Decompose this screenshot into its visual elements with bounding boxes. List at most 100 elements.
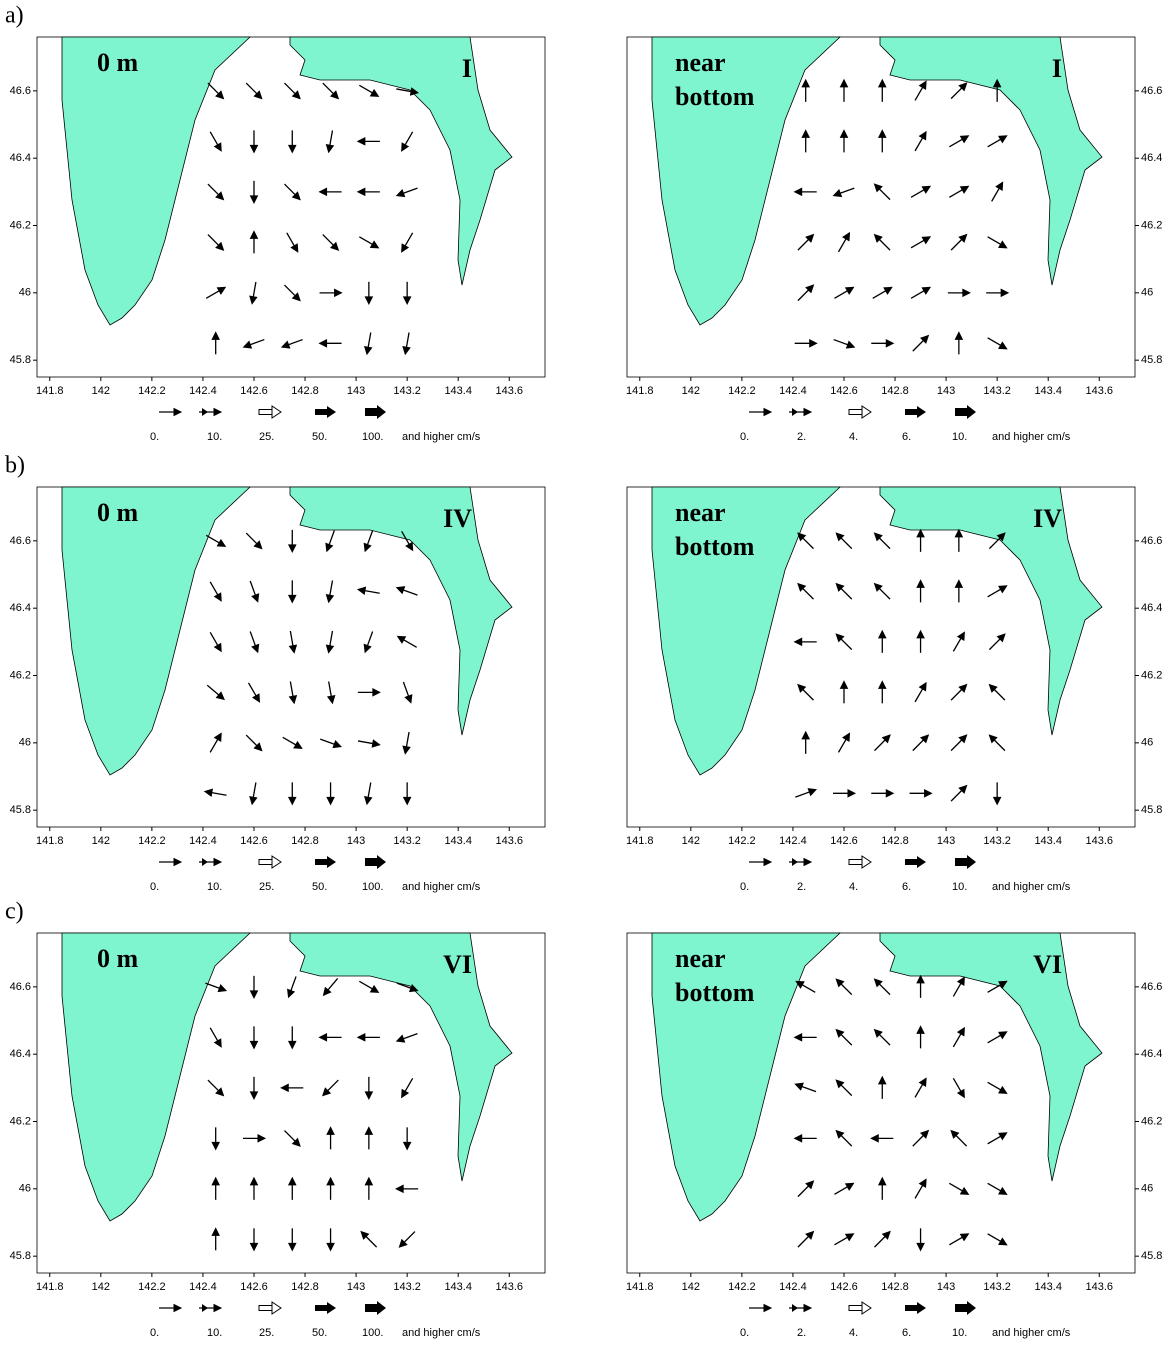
y-tick-label: 46.2 <box>1141 219 1162 231</box>
period-label: IV <box>1033 504 1062 533</box>
x-tick-label: 143.6 <box>495 385 523 397</box>
depth-label: bottom <box>675 978 755 1007</box>
legend-label: 50. <box>312 1327 327 1339</box>
panel-label: b) <box>5 453 25 479</box>
y-tick-label: 46.4 <box>10 602 31 614</box>
legend <box>749 1301 976 1315</box>
legend-label: 50. <box>312 881 327 893</box>
x-tick-label: 142.4 <box>189 835 217 847</box>
x-tick-label: 142 <box>682 835 700 847</box>
legend <box>159 405 386 419</box>
x-tick-label: 142 <box>682 1281 700 1293</box>
legend-label: 25. <box>259 431 274 443</box>
x-tick-label: 142.6 <box>830 835 858 847</box>
x-tick-label: 143.2 <box>393 385 421 397</box>
depth-label: 0 m <box>97 944 139 973</box>
legend-label: 100. <box>362 431 383 443</box>
y-tick-label: 46.6 <box>1141 535 1162 547</box>
depth-label: 0 m <box>97 48 139 77</box>
legend-label: 100. <box>362 881 383 893</box>
legend <box>159 1301 386 1315</box>
depth-label: bottom <box>675 82 755 111</box>
y-tick-label: 46 <box>1141 287 1153 299</box>
x-tick-label: 142.4 <box>779 385 807 397</box>
x-tick-label: 142.2 <box>138 835 166 847</box>
legend-label: 4. <box>849 881 858 893</box>
x-tick-label: 143.2 <box>983 385 1011 397</box>
x-tick-label: 143 <box>347 385 365 397</box>
period-label: I <box>462 54 472 83</box>
x-tick-label: 142.8 <box>291 385 319 397</box>
legend-unit: and higher cm/s <box>992 431 1071 443</box>
x-tick-label: 142.6 <box>240 1281 268 1293</box>
y-tick-label: 46 <box>1141 1183 1153 1195</box>
x-tick-label: 142.8 <box>291 1281 319 1293</box>
x-tick-label: 142.8 <box>881 1281 909 1293</box>
x-tick-label: 143.6 <box>495 1281 523 1293</box>
panel: 141.8142142.2142.4142.6142.8143143.2143.… <box>5 453 545 893</box>
legend-label: 6. <box>902 1327 911 1339</box>
y-tick-label: 46.4 <box>1141 152 1162 164</box>
legend-label: 0. <box>740 881 749 893</box>
legend-label: 10. <box>207 881 222 893</box>
legend-label: 10. <box>952 881 967 893</box>
legend-unit: and higher cm/s <box>402 881 481 893</box>
panel: 141.8142142.2142.4142.6142.8143143.2143.… <box>626 933 1162 1339</box>
y-tick-label: 46.2 <box>10 219 31 231</box>
x-tick-label: 142.4 <box>779 835 807 847</box>
panel: 141.8142142.2142.4142.6142.8143143.2143.… <box>5 3 545 443</box>
legend-label: 6. <box>902 431 911 443</box>
x-tick-label: 142.8 <box>881 385 909 397</box>
x-tick-label: 142.8 <box>291 835 319 847</box>
x-tick-label: 143 <box>347 1281 365 1293</box>
x-tick-label: 143.2 <box>393 835 421 847</box>
y-tick-label: 46 <box>1141 737 1153 749</box>
legend-label: 25. <box>259 1327 274 1339</box>
depth-label: near <box>675 944 726 973</box>
y-tick-label: 46 <box>19 287 31 299</box>
period-label: IV <box>443 504 472 533</box>
x-tick-label: 141.8 <box>626 835 654 847</box>
legend-label: 0. <box>150 431 159 443</box>
x-tick-label: 141.8 <box>626 1281 654 1293</box>
x-tick-label: 142.2 <box>728 1281 756 1293</box>
depth-label: near <box>675 48 726 77</box>
y-tick-label: 46 <box>19 1183 31 1195</box>
x-tick-label: 143.6 <box>1085 385 1113 397</box>
y-tick-label: 45.8 <box>10 354 31 366</box>
y-tick-label: 46.4 <box>10 1048 31 1060</box>
x-tick-label: 142.6 <box>830 1281 858 1293</box>
x-tick-label: 143.6 <box>1085 1281 1113 1293</box>
panel: 141.8142142.2142.4142.6142.8143143.2143.… <box>626 37 1162 443</box>
y-tick-label: 45.8 <box>10 1250 31 1262</box>
x-tick-label: 142.6 <box>830 385 858 397</box>
y-tick-label: 45.8 <box>1141 1250 1162 1262</box>
legend-label: 10. <box>207 1327 222 1339</box>
x-tick-label: 141.8 <box>36 835 64 847</box>
x-tick-label: 142.2 <box>138 1281 166 1293</box>
y-tick-label: 46.2 <box>10 669 31 681</box>
legend <box>749 855 976 869</box>
x-tick-label: 142 <box>92 385 110 397</box>
legend-label: 0. <box>740 431 749 443</box>
legend-label: 6. <box>902 881 911 893</box>
legend-label: 0. <box>150 1327 159 1339</box>
x-tick-label: 143.4 <box>444 1281 472 1293</box>
y-tick-label: 46.2 <box>10 1115 31 1127</box>
legend-label: 50. <box>312 431 327 443</box>
x-tick-label: 143.4 <box>444 835 472 847</box>
legend-label: 0. <box>150 881 159 893</box>
y-tick-label: 46.2 <box>1141 669 1162 681</box>
y-tick-label: 45.8 <box>1141 354 1162 366</box>
period-label: I <box>1052 54 1062 83</box>
x-tick-label: 143.6 <box>495 835 523 847</box>
x-tick-label: 143.4 <box>1034 835 1062 847</box>
x-tick-label: 142.6 <box>240 835 268 847</box>
x-tick-label: 143 <box>937 1281 955 1293</box>
x-tick-label: 143 <box>937 835 955 847</box>
depth-label: bottom <box>675 532 755 561</box>
x-tick-label: 143 <box>937 385 955 397</box>
x-tick-label: 143.2 <box>983 835 1011 847</box>
x-tick-label: 142.2 <box>728 835 756 847</box>
x-tick-label: 141.8 <box>36 385 64 397</box>
